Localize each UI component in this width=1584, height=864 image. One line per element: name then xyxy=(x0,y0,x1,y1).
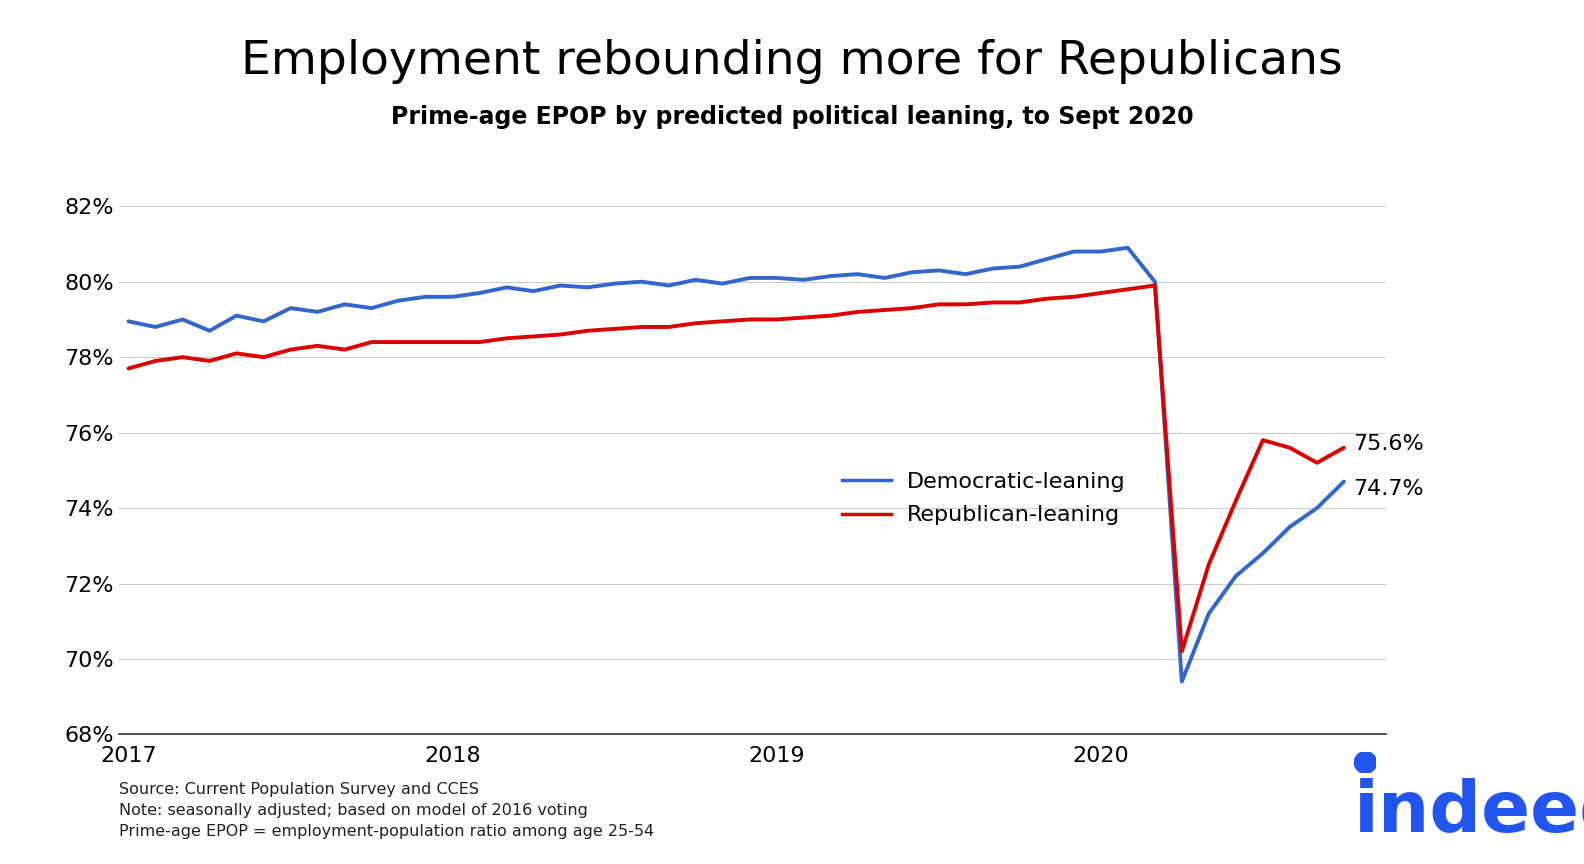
Text: 74.7%: 74.7% xyxy=(1354,480,1424,499)
Text: 75.6%: 75.6% xyxy=(1354,434,1424,454)
Circle shape xyxy=(1354,752,1376,773)
Text: Prime-age EPOP by predicted political leaning, to Sept 2020: Prime-age EPOP by predicted political le… xyxy=(391,105,1193,130)
Text: Employment rebounding more for Republicans: Employment rebounding more for Republica… xyxy=(241,39,1343,84)
Text: indeed: indeed xyxy=(1354,778,1584,847)
Text: Source: Current Population Survey and CCES
Note: seasonally adjusted; based on m: Source: Current Population Survey and CC… xyxy=(119,782,654,839)
Legend: Democratic-leaning, Republican-leaning: Democratic-leaning, Republican-leaning xyxy=(833,463,1134,534)
